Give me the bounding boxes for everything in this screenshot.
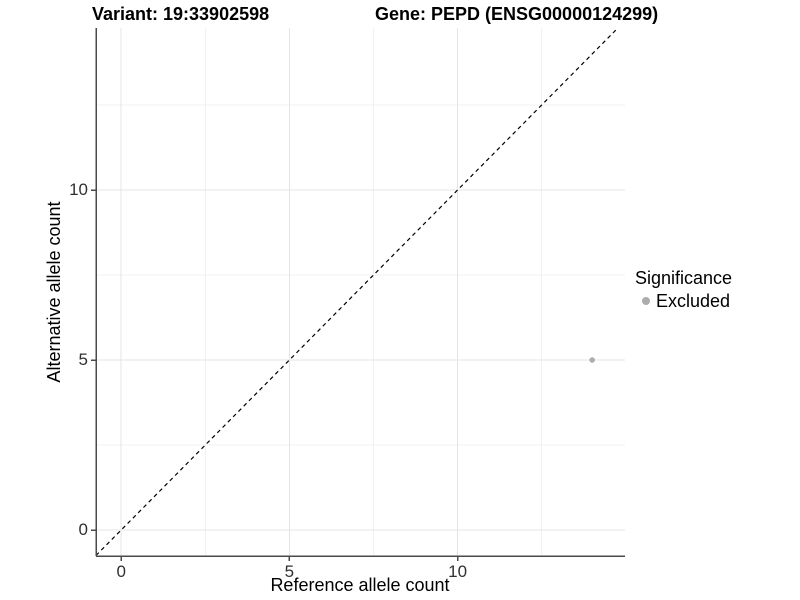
- data-points: [589, 357, 595, 363]
- data-point-excluded: [589, 357, 595, 363]
- y-tick-label: 10: [69, 180, 88, 199]
- tick-marks: [91, 189, 459, 561]
- identity-reference-line: [95, 27, 619, 556]
- x-tick-label: 0: [116, 562, 126, 581]
- x-tick-label: 10: [448, 562, 468, 581]
- x-tick-label: 5: [284, 562, 295, 581]
- legend-title: Significance: [635, 268, 733, 288]
- legend-item-label: Excluded: [656, 291, 731, 311]
- excluded-point-icon: [642, 297, 650, 305]
- axis-lines: [95, 28, 625, 557]
- x-axis-title: Reference allele count: [270, 575, 450, 595]
- y-tick-label: 5: [78, 350, 88, 369]
- y-tick-label: 0: [78, 520, 88, 539]
- major-gridlines: [96, 28, 625, 556]
- variant-title: Variant: 19:33902598: [92, 4, 270, 24]
- legend: Significance Excluded: [635, 267, 732, 312]
- gene-title: Gene: PEPD (ENSG00000124299): [375, 4, 659, 24]
- minor-gridlines: [96, 28, 625, 556]
- legend-item-excluded: Excluded: [635, 290, 732, 312]
